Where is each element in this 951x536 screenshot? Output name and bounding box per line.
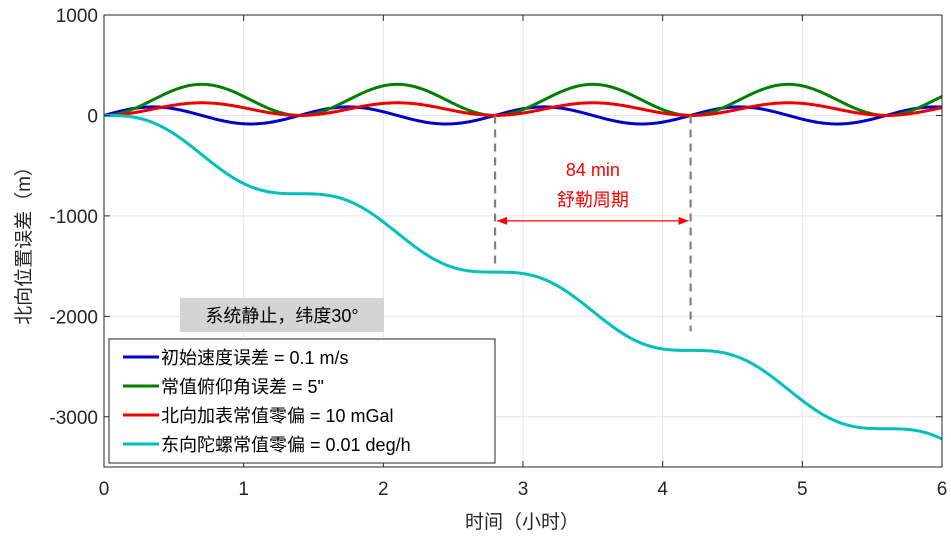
- tick-labels: 0 1 2 3 4 5 6 -3000 -2000 -1000 0 1000: [49, 6, 947, 500]
- series-group: [103, 82, 943, 441]
- x-tick-label: 5: [797, 479, 808, 500]
- series-line-3: [103, 113, 943, 441]
- period-name-label: 舒勒周期: [557, 190, 629, 210]
- x-tick-label: 0: [99, 479, 110, 500]
- condition-box: [180, 298, 384, 332]
- legend-label-2: 北向加表常值零偏 = 10 mGal: [161, 406, 394, 426]
- y-tick-label: -3000: [49, 408, 98, 429]
- period-arrow-head-right: [678, 216, 689, 225]
- y-tick-label: 0: [87, 106, 98, 127]
- x-tick-label: 3: [518, 479, 529, 500]
- legend: 初始速度误差 = 0.1 m/s 常值俯仰角误差 = 5" 北向加表常值零偏 = 1…: [108, 338, 496, 464]
- legend-box: [108, 338, 496, 464]
- legend-label-3: 东向陀螺常值零偏 = 0.01 deg/h: [161, 435, 411, 455]
- y-tick-label: -2000: [49, 307, 98, 328]
- y-tick-label: 1000: [56, 6, 98, 27]
- x-axis-label: 时间（小时）: [465, 511, 579, 533]
- axes: [103, 14, 943, 468]
- condition-text: 系统静止，纬度30°: [205, 306, 358, 326]
- y-tick-label: -1000: [49, 207, 98, 228]
- period-value-label: 84 min: [566, 160, 620, 180]
- series-line-2: [103, 101, 943, 117]
- legend-label-0: 初始速度误差 = 0.1 m/s: [161, 348, 349, 368]
- y-axis-label: 北向位置误差（m）: [13, 157, 35, 325]
- x-tick-label: 4: [657, 479, 668, 500]
- x-tick-label: 2: [378, 479, 389, 500]
- series-line-1: [103, 82, 943, 117]
- x-tick-label: 6: [937, 479, 948, 500]
- period-arrow-head-left: [497, 216, 508, 225]
- legend-label-1: 常值俯仰角误差 = 5": [161, 377, 324, 397]
- x-tick-label: 1: [238, 479, 249, 500]
